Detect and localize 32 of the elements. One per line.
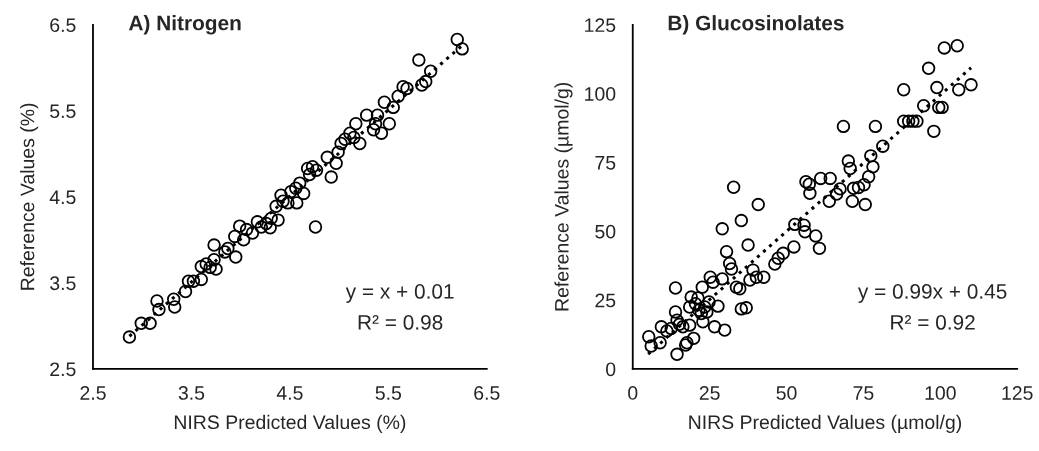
x-tick-label: 2.5 [80,386,106,400]
x-tick-label: 4.5 [276,386,303,400]
x-axis-title: NIRS Predicted Values (%) [174,414,406,433]
y-tick-label: 3.5 [50,276,76,291]
y-tick-label: 5.5 [50,104,76,119]
y-axis-title: Reference Values (µmol/g) [554,82,573,311]
x-tick-label: 75 [853,386,874,400]
x-tick-label: 125 [1002,386,1033,400]
x-axis-title: NIRS Predicted Values (µmol/g) [689,414,962,433]
y-tick-label: 25 [595,293,616,308]
x-tick-label: 5.5 [375,386,402,400]
x-tick-label: 0 [628,386,638,400]
y-tick-label: 50 [595,224,616,239]
annotation: R² = 0.98 [358,315,443,330]
x-tick-label: 100 [925,386,956,400]
annotation: R² = 0.92 [891,315,975,330]
y-tick-label: 2.5 [50,362,76,377]
annotation: y = x + 0.01 [345,284,454,303]
chart-title: A) Nitrogen [128,15,241,35]
y-tick-label: 4.5 [49,190,76,205]
chart-title: B) Glucosinolates [668,15,844,35]
y-tick-label: 6.5 [50,18,76,33]
y-axis-title: Reference Values (%) [20,103,39,290]
y-tick-label: 100 [585,87,616,101]
y-tick-label: 0 [606,362,616,377]
x-tick-label: 25 [699,386,720,400]
y-tick-label: 125 [585,18,616,33]
x-tick-label: 6.5 [474,386,500,400]
x-tick-label: 3.5 [178,386,205,400]
annotation: y = 0.99x + 0.45 [857,284,1007,303]
x-tick-label: 50 [776,386,797,400]
y-tick-label: 75 [595,156,616,170]
